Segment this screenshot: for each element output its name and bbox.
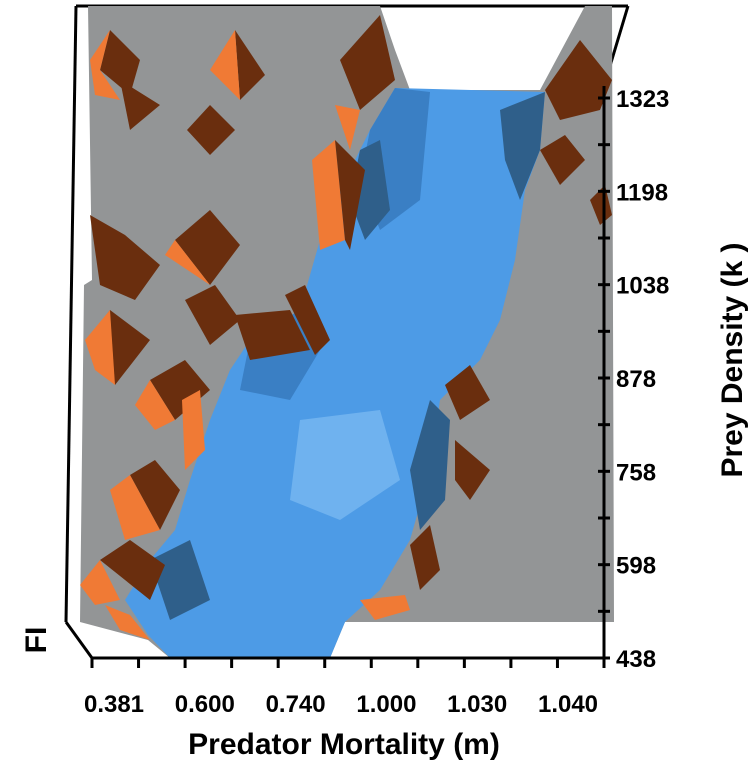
peak-o-light bbox=[135, 380, 175, 430]
peak-e-light bbox=[335, 105, 360, 150]
peak-t-dark bbox=[100, 540, 165, 600]
peak-f-light bbox=[312, 140, 345, 250]
peak-a-dark bbox=[100, 30, 140, 95]
peak-k-dark bbox=[185, 285, 240, 345]
peak-g-dark bbox=[545, 40, 612, 120]
y-axis-title: Prey Density (k ) bbox=[716, 242, 749, 477]
y-tick-label: 1198 bbox=[616, 179, 668, 206]
y-tick-label: 1038 bbox=[616, 273, 669, 300]
peak-x-dark bbox=[590, 185, 612, 225]
peak-n-light bbox=[85, 310, 115, 385]
peak-t-light bbox=[80, 560, 120, 605]
x-tick-label: 1.040 bbox=[538, 691, 598, 718]
peak-h-dark bbox=[540, 135, 585, 185]
peak-c-dark bbox=[235, 30, 265, 100]
y-tick-label: 758 bbox=[616, 459, 656, 486]
y-tick-label: 598 bbox=[616, 553, 656, 580]
blue-shade-4 bbox=[500, 92, 545, 200]
blue-valley bbox=[125, 88, 545, 658]
peak-j-light bbox=[165, 240, 210, 285]
blue-shade-3 bbox=[290, 410, 400, 520]
z-axis-title: FI bbox=[20, 627, 53, 654]
x-tick-label: 1.030 bbox=[447, 691, 507, 718]
peak-p-light bbox=[182, 390, 205, 470]
x-tick-label: 1.000 bbox=[356, 691, 416, 718]
blue-shade-5 bbox=[410, 400, 450, 530]
y-tick-label: 1323 bbox=[616, 86, 669, 113]
peak-i-dark bbox=[90, 215, 160, 300]
peak-s-light bbox=[110, 475, 160, 540]
peak-s-dark bbox=[130, 460, 180, 530]
peak-a-light bbox=[90, 30, 120, 100]
peak-m-dark bbox=[285, 285, 330, 355]
peak-r-dark bbox=[455, 440, 490, 500]
peak-q-dark bbox=[445, 365, 490, 420]
peak-c-light bbox=[210, 30, 240, 100]
peak-e-dark bbox=[340, 15, 395, 110]
peak-d-dark bbox=[187, 105, 235, 155]
frame-left-edge bbox=[64, 5, 78, 623]
x-ticks: 0.381 0.600 0.740 1.000 1.030 1.040 bbox=[84, 658, 606, 718]
x-axis-title: Predator Mortality (m) bbox=[188, 728, 500, 761]
peak-w-dark bbox=[410, 525, 440, 590]
peak-j-dark bbox=[175, 210, 240, 285]
y-tick-label: 878 bbox=[616, 366, 656, 393]
peak-b-dark bbox=[120, 80, 160, 130]
blue-shade-6 bbox=[150, 540, 210, 620]
peak-f-dark bbox=[335, 140, 365, 250]
peak-v-light bbox=[360, 595, 410, 620]
frame-bottom-left bbox=[64, 621, 94, 659]
y-tick-label: 438 bbox=[616, 646, 656, 673]
peak-o-dark bbox=[150, 360, 210, 420]
y-ticks: 438 598 758 878 1038 1198 1323 bbox=[598, 86, 669, 673]
peaks bbox=[80, 15, 612, 640]
x-tick-label: 0.381 bbox=[84, 691, 144, 718]
peak-l-dark bbox=[235, 310, 310, 360]
x-tick-label: 0.740 bbox=[266, 691, 326, 718]
surface bbox=[80, 6, 614, 658]
peak-u-light bbox=[105, 605, 150, 640]
x-tick-label: 0.600 bbox=[175, 691, 235, 718]
